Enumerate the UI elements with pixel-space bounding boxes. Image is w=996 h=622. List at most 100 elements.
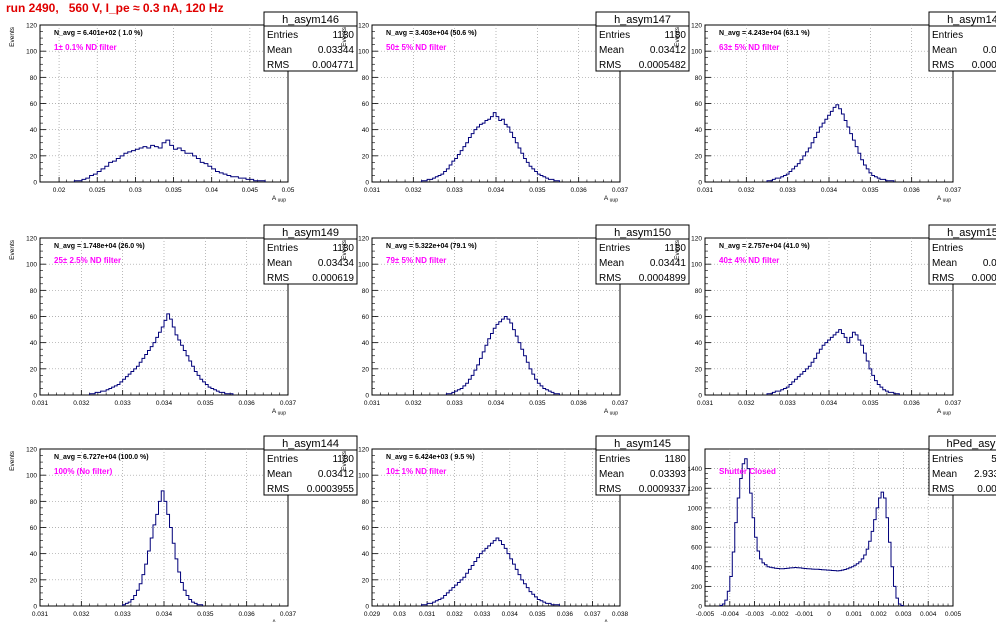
stats-mean-value: 0.03448 xyxy=(983,258,996,269)
x-tick-label: 0.032 xyxy=(405,400,422,407)
navg-label: N_avg = 6.401e+02 ( 1.0 %) xyxy=(54,30,143,37)
stats-rms-label: RMS xyxy=(267,273,290,284)
x-tick-label: 0.037 xyxy=(612,400,629,407)
x-tick-label: 0.035 xyxy=(529,611,546,618)
y-tick-label: 120 xyxy=(358,23,369,30)
stats-entries-value: 1180 xyxy=(664,454,686,465)
stats-mean-value: 0.03437 xyxy=(983,45,996,56)
histogram-bars xyxy=(719,458,904,607)
x-tick-label: 0.037 xyxy=(612,187,629,194)
histogram-bars xyxy=(89,313,234,395)
filter-label: 10± 1% ND filter xyxy=(386,467,446,476)
y-tick-label: 120 xyxy=(691,236,702,243)
stats-entries-label: Entries xyxy=(599,454,630,465)
stats-entries-value: 1180 xyxy=(664,243,686,254)
x-tick-label: -0.004 xyxy=(721,611,740,618)
y-tick-label: 60 xyxy=(30,101,38,108)
y-tick-label: 0 xyxy=(365,604,369,611)
stats-box-frame xyxy=(928,435,996,496)
stats-rms-value: 0.0005482 xyxy=(639,60,687,71)
y-tick-label: 60 xyxy=(30,314,38,321)
x-tick-label: 0.035 xyxy=(529,187,546,194)
y-tick-label: 0 xyxy=(365,393,369,400)
x-tick-label: 0.031 xyxy=(32,400,49,407)
x-tick-label: 0.032 xyxy=(447,611,464,618)
y-tick-label: 80 xyxy=(362,288,370,295)
y-tick-label: 120 xyxy=(26,236,37,243)
stats-mean-value: 2.933e-06 xyxy=(974,469,996,480)
x-tick-label: 0.002 xyxy=(870,611,887,618)
x-tick-label: 0.036 xyxy=(571,400,588,407)
stats-rms-label: RMS xyxy=(932,273,955,284)
stats-box: h_asym146 Entries 1180 Mean 0.03344 RMS 0.0047… xyxy=(263,11,358,72)
y-tick-label: 40 xyxy=(695,127,703,134)
histogram-panel-h_asym150: 0.031 0.032 0.033 0.034 0.035 0.036 0.037 0 20 40… xyxy=(341,224,690,417)
y-tick-label: 120 xyxy=(691,23,702,30)
y-tick-label: 80 xyxy=(362,499,370,506)
y-tick-label: 80 xyxy=(695,288,703,295)
y-tick-label: 80 xyxy=(30,288,38,295)
filter-label: 79± 5% ND filter xyxy=(386,256,446,265)
stats-mean-label: Mean xyxy=(932,45,957,56)
x-tick-label: 0.05 xyxy=(282,187,295,194)
x-tick-label: 0.037 xyxy=(280,400,297,407)
x-tick-label: 0.031 xyxy=(364,400,381,407)
histogram-name: h_asym151 xyxy=(947,227,996,239)
x-tick-label: 0.035 xyxy=(197,400,214,407)
y-tick-label: 60 xyxy=(362,101,370,108)
x-tick-label: 0.032 xyxy=(405,187,422,194)
histogram-bars xyxy=(421,112,560,182)
stats-rms-label: RMS xyxy=(599,60,622,71)
x-tick-label: 0.032 xyxy=(73,611,90,618)
x-tick-label: 0.034 xyxy=(821,400,838,407)
stats-rms-value: 0.0006075 xyxy=(972,273,996,284)
navg-label: N_avg = 6.727e+04 (100.0 %) xyxy=(54,454,149,461)
stats-box-frame xyxy=(928,11,996,72)
navg-label: N_avg = 4.243e+04 (63.1 %) xyxy=(719,30,810,37)
y-tick-label: 80 xyxy=(695,75,703,82)
y-tick-label: 100 xyxy=(358,49,369,56)
stats-box-frame xyxy=(263,435,358,496)
y-tick-label: 100 xyxy=(26,262,37,269)
stats-mean-value: 0.03434 xyxy=(318,258,355,269)
stats-entries-value: 1180 xyxy=(664,30,686,41)
stats-entries-label: Entries xyxy=(599,243,630,254)
stats-box: h_asym147 Entries 1180 Mean 0.03412 RMS 0.0005… xyxy=(595,11,690,72)
stats-rms-value: 0.002579 xyxy=(977,484,996,495)
x-tick-label: 0.032 xyxy=(73,400,90,407)
stats-box-frame xyxy=(263,11,358,72)
x-tick-label: 0.033 xyxy=(115,400,132,407)
stats-mean-value: 0.03441 xyxy=(650,258,687,269)
stats-entries-label: Entries xyxy=(267,243,298,254)
y-axis-label: Events xyxy=(674,239,681,260)
x-tick-label: -0.005 xyxy=(696,611,715,618)
navg-label: N_avg = 6.424e+03 ( 9.5 %) xyxy=(386,454,475,461)
filter-label: 100% (No filter) xyxy=(54,467,113,476)
y-axis-label: Events xyxy=(9,26,16,47)
stats-rms-label: RMS xyxy=(599,273,622,284)
x-tick-label: 0.032 xyxy=(738,187,755,194)
filter-label: 25± 2.5% ND filter xyxy=(54,256,121,265)
y-tick-label: 100 xyxy=(358,473,369,480)
x-tick-label: 0.001 xyxy=(846,611,863,618)
x-tick-label: -0.001 xyxy=(795,611,814,618)
histogram-name: h_asym144 xyxy=(282,438,339,450)
stats-rms-label: RMS xyxy=(267,60,290,71)
stats-mean-value: 0.03412 xyxy=(318,469,355,480)
x-tick-label: 0.031 xyxy=(364,187,381,194)
histogram-bars xyxy=(421,537,560,606)
y-tick-label: 20 xyxy=(30,577,38,584)
stats-entries-value: 51822 xyxy=(991,454,996,465)
stats-mean-label: Mean xyxy=(267,45,292,56)
y-tick-label: 20 xyxy=(362,577,370,584)
filter-label: 50± 5% ND filter xyxy=(386,43,446,52)
stats-box: h_asym151Entries1180Mean0.03448RMS0.0006… xyxy=(928,224,996,285)
y-tick-label: 40 xyxy=(30,127,38,134)
x-tick-label: 0.036 xyxy=(239,611,256,618)
x-tick-label: 0.033 xyxy=(780,400,797,407)
x-tick-label: 0.03 xyxy=(393,611,406,618)
x-tick-label: 0.034 xyxy=(502,611,519,618)
